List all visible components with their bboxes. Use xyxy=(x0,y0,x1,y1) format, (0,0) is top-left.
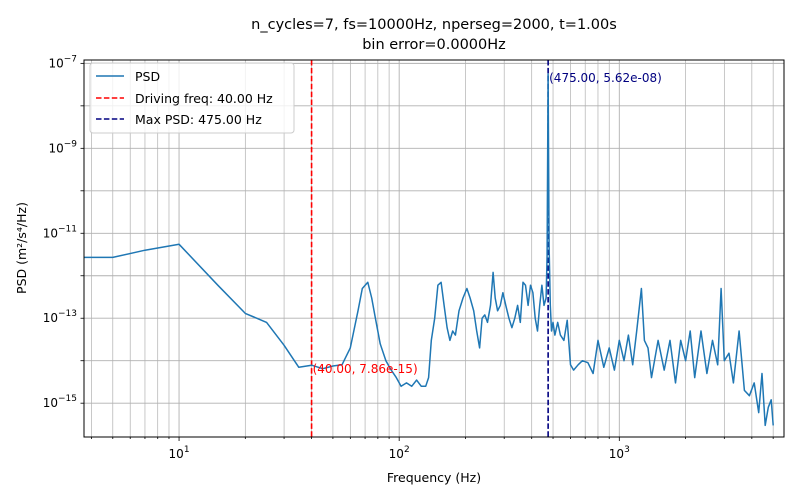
series-layer xyxy=(84,73,774,427)
x-axis-label: Frequency (Hz) xyxy=(387,470,481,485)
legend: PSD Driving freq: 40.00 Hz Max PSD: 475.… xyxy=(89,62,295,134)
x-tick-label: 102 xyxy=(389,445,410,461)
legend-label-driving-freq: Driving freq: 40.00 Hz xyxy=(135,91,273,106)
annotations: (40.00, 7.86e-15) (475.00, 5.62e-08) xyxy=(313,71,662,376)
y-tick-label: 10−7 xyxy=(48,54,77,70)
max-psd-annotation: (475.00, 5.62e-08) xyxy=(549,71,662,85)
psd-series-line xyxy=(84,73,774,427)
y-tick-label: 10−11 xyxy=(43,224,77,240)
driving-freq-annotation: (40.00, 7.86e-15) xyxy=(313,362,418,376)
legend-label-psd: PSD xyxy=(135,69,160,84)
y-axis-label: PSD (m²/s⁴/Hz) xyxy=(14,202,29,294)
x-tick-label: 103 xyxy=(609,445,630,461)
y-tick-label: 10−9 xyxy=(48,139,77,155)
chart-title-line-2: bin error=0.0000Hz xyxy=(362,37,506,53)
x-tick-label: 101 xyxy=(169,445,190,461)
legend-box xyxy=(89,62,295,134)
y-tick-label: 10−13 xyxy=(43,309,77,325)
reference-lines xyxy=(310,60,549,437)
legend-label-max-psd: Max PSD: 475.00 Hz xyxy=(135,112,262,127)
plot-frame xyxy=(83,59,785,438)
chart-title-line-1: n_cycles=7, fs=10000Hz, nperseg=2000, t=… xyxy=(251,17,617,33)
y-tick-label: 10−15 xyxy=(43,394,77,410)
axis-ticks: 101 102 103 10−15 10−13 10−11 10−9 10−7 xyxy=(43,54,774,461)
